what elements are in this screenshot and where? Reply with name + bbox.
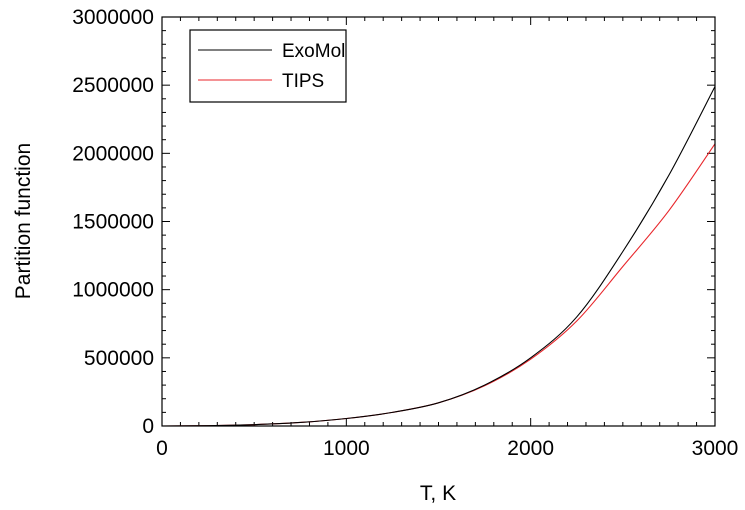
y-tick-label: 3000000 [72, 6, 154, 29]
series-layer [161, 86, 716, 427]
series-line-tips [161, 143, 716, 427]
x-tick-label: 1000 [323, 437, 370, 460]
y-tick-label: 1000000 [72, 279, 154, 302]
x-tick-label: 2000 [507, 437, 554, 460]
y-tick-label: 500000 [84, 347, 154, 370]
legend: ExoMol TIPS [189, 29, 347, 103]
legend-label-tips: TIPS [282, 71, 324, 92]
y-tick-label: 1500000 [72, 211, 154, 234]
y-tick-label: 2000000 [72, 142, 154, 165]
legend-label-exomol: ExoMol [282, 41, 345, 62]
plot-frame [161, 16, 716, 427]
y-tick-label: 2500000 [72, 74, 154, 97]
y-tick-label: 0 [142, 415, 154, 438]
x-tick-label: 3000 [692, 437, 739, 460]
legend-box [189, 29, 347, 103]
x-tick-label: 0 [156, 437, 168, 460]
x-axis-title: T, K [420, 482, 456, 505]
series-line-exomol [161, 86, 716, 427]
y-axis-title: Partition function [12, 143, 35, 299]
tick-labels: 0 1000 2000 3000 0 500000 1000000 1500000 200000… [72, 6, 738, 460]
